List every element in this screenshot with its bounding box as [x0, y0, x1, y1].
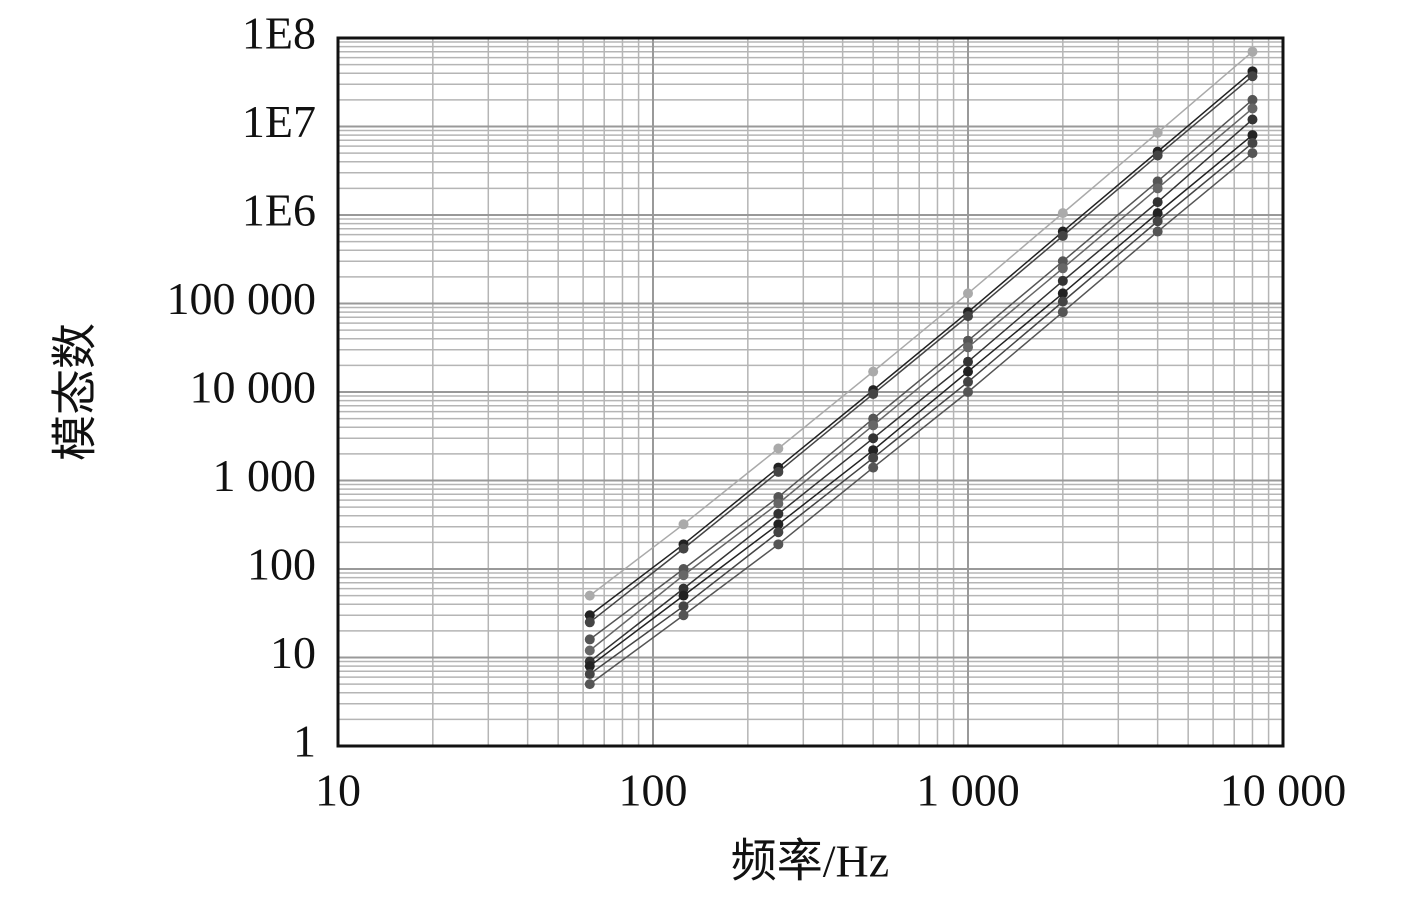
- data-point: [773, 466, 784, 477]
- data-point: [1152, 226, 1163, 237]
- data-point: [584, 590, 595, 601]
- data-point: [678, 583, 689, 594]
- data-point: [1247, 114, 1258, 125]
- data-point: [1152, 127, 1163, 138]
- data-point: [1247, 94, 1258, 105]
- data-point: [1247, 138, 1258, 149]
- data-point: [963, 387, 973, 397]
- data-point: [678, 543, 689, 554]
- data-point: [868, 388, 879, 399]
- data-point: [1057, 275, 1068, 286]
- x-tick-label: 1 000: [916, 765, 1020, 816]
- data-point: [1152, 208, 1163, 219]
- data-point: [678, 601, 689, 612]
- data-point: [1152, 197, 1163, 208]
- data-point: [1057, 256, 1068, 267]
- data-point: [773, 443, 784, 454]
- y-tick-label: 1E7: [242, 96, 316, 147]
- data-point: [584, 645, 595, 656]
- data-point: [868, 445, 879, 456]
- y-tick-label: 1: [293, 716, 316, 767]
- series-line: [589, 70, 1253, 616]
- data-point: [1057, 263, 1068, 274]
- data-point: [1057, 296, 1068, 307]
- series-line: [589, 51, 1253, 597]
- x-tick-label: 10 000: [1220, 765, 1347, 816]
- series-line: [589, 118, 1253, 663]
- data-point: [1057, 307, 1068, 318]
- data-point: [963, 366, 973, 377]
- data-point: [868, 366, 879, 377]
- y-tick-label: 1E8: [242, 8, 316, 59]
- data-point: [773, 519, 784, 530]
- data-point: [584, 634, 595, 645]
- data-point: [1057, 230, 1068, 241]
- data-point: [1152, 150, 1163, 161]
- data-point: [584, 617, 595, 628]
- data-point: [678, 570, 689, 581]
- data-point: [1057, 288, 1068, 299]
- data-point: [868, 462, 879, 473]
- data-point: [1247, 71, 1258, 82]
- data-point: [773, 539, 784, 550]
- data-point: [1057, 208, 1068, 219]
- y-tick-label: 10: [270, 627, 316, 678]
- data-point: [963, 288, 973, 299]
- data-point: [868, 452, 879, 463]
- y-tick-label: 100 000: [167, 273, 317, 324]
- data-point: [1152, 216, 1163, 227]
- data-point: [584, 679, 595, 690]
- data-point: [1152, 183, 1163, 194]
- data-point: [584, 610, 595, 621]
- y-tick-label: 1E6: [242, 185, 316, 236]
- series-line: [589, 134, 1253, 667]
- series-line: [589, 152, 1253, 685]
- data-point: [868, 420, 879, 431]
- x-tick-label: 100: [619, 765, 688, 816]
- plot-frame: [336, 36, 1285, 748]
- data-point: [963, 342, 973, 353]
- data-point: [1247, 130, 1258, 141]
- series-line: [589, 107, 1253, 652]
- data-point: [678, 610, 689, 621]
- data-point: [1247, 103, 1258, 114]
- data-point: [868, 433, 879, 444]
- x-axis-title: 频率/Hz: [731, 836, 889, 887]
- data-point: [963, 311, 973, 322]
- data-point: [963, 356, 973, 367]
- y-tick-label: 100: [247, 539, 316, 590]
- data-point: [773, 498, 784, 509]
- data-point: [1247, 46, 1258, 57]
- data-point: [773, 508, 784, 519]
- data-point: [773, 527, 784, 538]
- data-point: [1247, 148, 1258, 159]
- data-point: [584, 669, 595, 680]
- series-line: [589, 99, 1253, 641]
- data-point: [1152, 176, 1163, 187]
- data-point: [584, 661, 595, 672]
- x-tick-label: 10: [315, 765, 361, 816]
- data-point: [678, 519, 689, 530]
- y-tick-label: 10 000: [190, 362, 317, 413]
- data-point: [678, 590, 689, 601]
- y-tick-label: 1 000: [213, 450, 317, 501]
- series-line: [589, 142, 1253, 675]
- y-axis-title: 模态数: [50, 323, 101, 461]
- data-point: [963, 376, 973, 387]
- series-line: [589, 75, 1253, 623]
